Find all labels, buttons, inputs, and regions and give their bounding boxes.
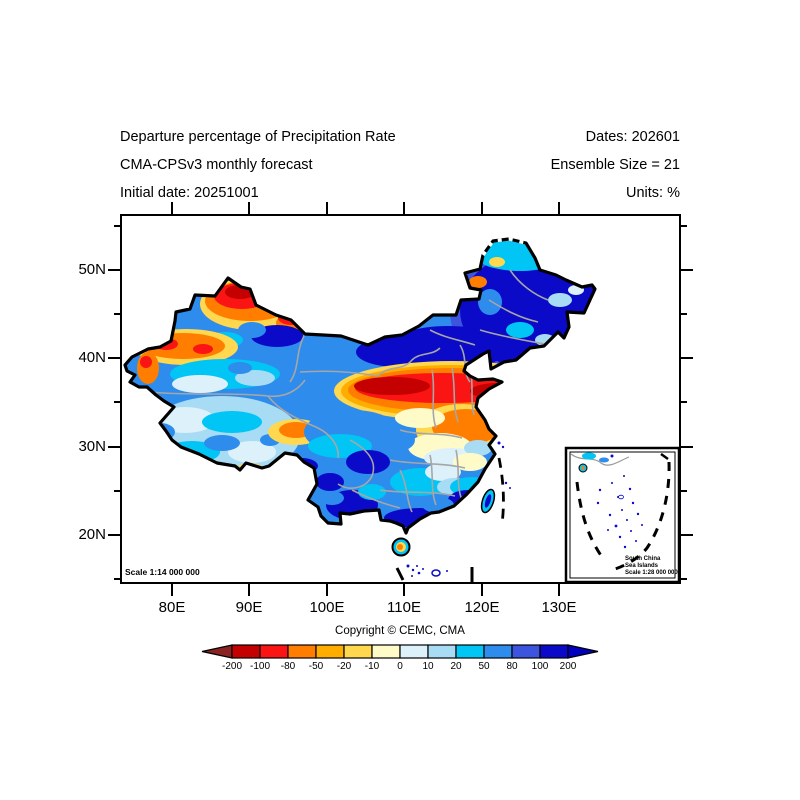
colorbar-tick-label: -20: [336, 661, 352, 672]
colorbar-tick-label: -100: [249, 661, 271, 672]
x-axis-label-130e: 130E: [541, 599, 577, 616]
hainan-island: [391, 537, 411, 557]
colorbar: [201, 644, 599, 659]
y-axis-label-20n: 20N: [78, 526, 106, 543]
title-line-2: CMA-CPSv3 monthly forecast: [120, 157, 313, 173]
island-speckles: [406, 441, 511, 577]
y-axis-label-50n: 50N: [78, 261, 106, 278]
colorbar-tick-label: 200: [559, 661, 577, 672]
colorbar-tick-label: -80: [280, 661, 296, 672]
inset-title-line-2: Sea Islands: [625, 563, 659, 569]
x-axis-label-100e: 100E: [309, 599, 345, 616]
title-block-right: Dates: 202601 Ensemble Size = 21 Units: …: [380, 123, 680, 207]
colorbar-right-arrow: [567, 644, 599, 659]
inset-map: [564, 446, 681, 584]
x-axis-label-80e: 80E: [158, 599, 186, 616]
colorbar-tick-label: 0: [397, 661, 403, 672]
axis-ticks: [108, 202, 693, 596]
colorbar-tick-label: 50: [478, 661, 490, 672]
x-axis-label-90e: 90E: [235, 599, 263, 616]
map-scale-text: Scale 1:14 000 000: [125, 567, 200, 577]
colorbar-tick-label: 20: [450, 661, 462, 672]
colorbar-tick-label: -50: [308, 661, 324, 672]
y-axis-label-30n: 30N: [78, 438, 106, 455]
units-label: Units: %: [626, 185, 680, 201]
inset-scale-text: Scale 1:28 000 000: [625, 570, 678, 576]
colorbar-tick-label: -10: [364, 661, 380, 672]
inset-island-speckles: [596, 475, 643, 549]
colorbar-tick-label: -200: [221, 661, 243, 672]
province-borders: [149, 269, 549, 513]
colorbar-left-arrow: [201, 644, 233, 659]
map-frame: [108, 202, 693, 596]
title-block-left: Departure percentage of Precipitation Ra…: [120, 123, 396, 207]
ensemble-size-label: Ensemble Size = 21: [550, 157, 680, 173]
y-axis-label-40n: 40N: [78, 349, 106, 366]
colorbar-tick-label: 80: [506, 661, 518, 672]
dates-label: Dates: 202601: [585, 129, 680, 145]
amur-dashed-border: [481, 237, 527, 256]
title-line-1: Departure percentage of Precipitation Ra…: [120, 129, 396, 145]
x-axis-label-110e: 110E: [387, 599, 421, 616]
colorbar-tick-label: 10: [422, 661, 434, 672]
contour-fills: [125, 239, 595, 533]
title-line-3: Initial date: 20251001: [120, 185, 259, 201]
copyright-text: Copyright © CEMC, CMA: [335, 625, 465, 637]
offshore-dashed-line: [395, 457, 505, 582]
x-axis-label-120e: 120E: [464, 599, 500, 616]
inset-title-line-1: South China: [625, 556, 661, 562]
colorbar-tick-label: 100: [531, 661, 549, 672]
taiwan-island: [480, 488, 496, 514]
china-border: [123, 237, 597, 535]
